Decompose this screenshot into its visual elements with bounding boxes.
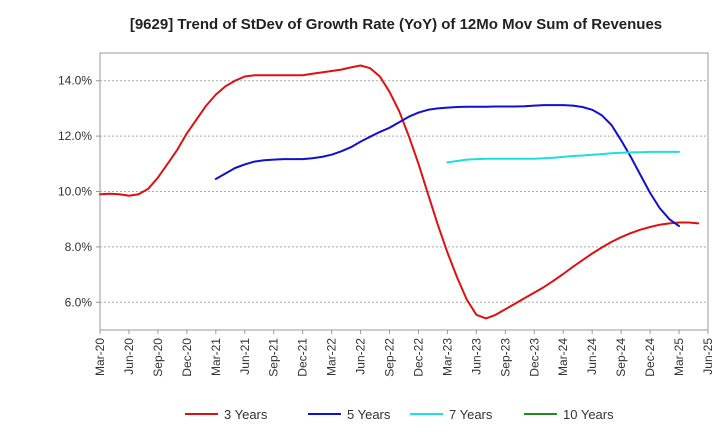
y-tick-label: 6.0% [65, 295, 93, 309]
y-tick-label: 14.0% [58, 74, 92, 88]
x-tick-label: Jun-22 [354, 338, 368, 375]
legend-label-10-years: 10 Years [563, 407, 614, 422]
y-tick-label: 8.0% [65, 240, 93, 254]
series-line-3-years [99, 64, 700, 320]
x-tick-label: Sep-21 [267, 338, 281, 377]
series-line-5-years [214, 104, 680, 228]
x-tick-label: Jun-20 [122, 338, 136, 375]
y-axis: 6.0% 8.0% 10.0% 12.0% 14.0% [58, 74, 100, 309]
x-tick-label: Dec-20 [180, 338, 194, 377]
x-tick-label: Sep-23 [498, 338, 512, 377]
x-tick-label: Mar-21 [209, 338, 223, 376]
series-lines [99, 64, 700, 320]
chart-title: [9629] Trend of StDev of Growth Rate (Yo… [130, 16, 662, 33]
x-tick-label: Jun-23 [469, 338, 483, 375]
x-tick-label: Dec-24 [643, 338, 657, 377]
x-tick-label: Jun-24 [585, 338, 599, 375]
x-tick-label: Dec-21 [296, 338, 310, 377]
x-axis: Mar-20 Jun-20 Sep-20 Dec-20 Mar-21 Jun-21 Sep-… [93, 330, 715, 377]
y-tick-label: 12.0% [58, 129, 92, 143]
x-tick-label: Mar-22 [325, 338, 339, 376]
x-tick-label: Mar-23 [440, 338, 454, 376]
x-tick-label: Jun-25 [701, 338, 715, 375]
grid-lines [100, 80, 708, 303]
x-tick-label: Sep-24 [614, 338, 628, 377]
legend-label-7-years: 7 Years [449, 407, 493, 422]
legend: 3 Years 5 Years 7 Years 10 Years [185, 407, 614, 422]
legend-label-3-years: 3 Years [224, 407, 268, 422]
legend-label-5-years: 5 Years [347, 407, 391, 422]
series-line-7-years [446, 150, 680, 164]
x-tick-label: Dec-22 [411, 338, 425, 377]
x-tick-label: Mar-20 [93, 338, 107, 376]
x-tick-label: Jun-21 [238, 338, 252, 375]
x-tick-label: Mar-25 [672, 338, 686, 376]
x-tick-label: Sep-20 [151, 338, 165, 377]
x-tick-label: Mar-24 [556, 338, 570, 376]
y-tick-label: 10.0% [58, 185, 92, 199]
x-tick-label: Dec-23 [527, 338, 541, 377]
x-tick-label: Sep-22 [383, 338, 397, 377]
